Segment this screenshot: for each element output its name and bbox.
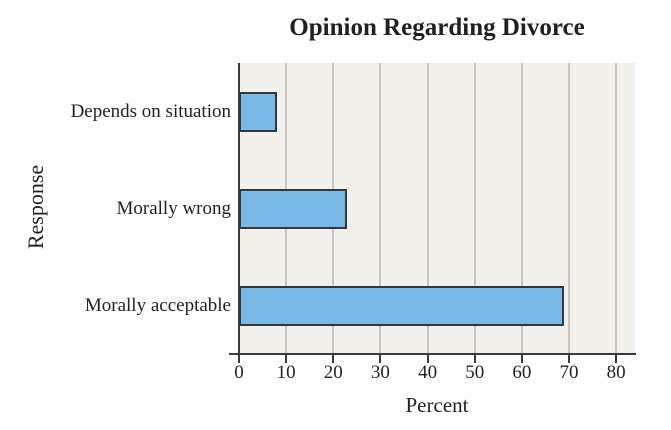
x-axis-line [229,353,636,355]
category-label-0: Depends on situation [70,100,231,122]
chart-title: Opinion Regarding Divorce [289,14,585,41]
x-tick-label-20: 20 [323,362,343,383]
x-tick-50 [473,355,476,363]
y-axis-line [238,63,240,355]
gridline-30 [379,63,382,354]
gridline-40 [426,63,429,354]
gridline-70 [568,63,570,354]
category-label-2: Morally acceptable [84,294,231,316]
x-axis-label: Percent [405,393,469,417]
x-tick-label-50: 50 [465,362,485,383]
bar-1 [239,188,348,229]
x-tick-0 [238,355,240,363]
x-tick-label-70: 70 [559,362,579,383]
x-tick-40 [426,355,429,363]
x-tick-label-30: 30 [370,362,390,383]
x-tick-label-10: 10 [276,362,296,383]
x-tick-10 [285,355,288,363]
bar-2 [239,285,565,326]
x-tick-label-0: 0 [234,362,244,383]
x-tick-60 [520,355,523,363]
gridline-80 [615,63,618,354]
gridline-50 [473,63,476,354]
x-tick-label-60: 60 [512,362,532,383]
x-tick-20 [332,355,335,363]
plot-area [239,63,635,354]
x-tick-label-80: 80 [606,362,626,383]
x-tick-30 [379,355,382,363]
x-tick-80 [615,355,618,363]
gridline-60 [520,63,523,354]
x-tick-70 [568,355,570,363]
bar-0 [239,91,277,132]
x-tick-label-40: 40 [418,362,438,383]
category-label-1: Morally wrong [116,197,231,219]
